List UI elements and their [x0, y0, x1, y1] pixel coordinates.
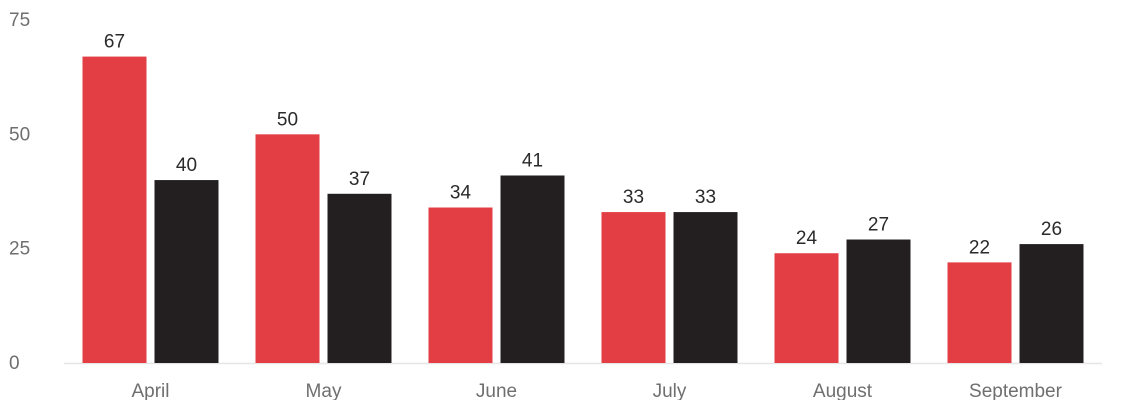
y-tick-label: 75	[9, 10, 30, 31]
bar-series-1-june	[428, 207, 493, 363]
x-tick-label: April	[131, 381, 169, 400]
data-label: 27	[868, 215, 889, 236]
data-label: 33	[623, 187, 644, 208]
bar-series-1-september	[947, 262, 1012, 363]
bar-series-2-september	[1019, 244, 1084, 363]
data-label: 37	[349, 169, 370, 190]
x-tick-label: September	[969, 381, 1063, 400]
y-tick-label: 0	[9, 353, 20, 374]
bar-series-2-april	[154, 180, 219, 363]
data-label: 67	[104, 32, 125, 53]
bar-series-2-june	[500, 175, 565, 363]
data-label: 33	[695, 187, 716, 208]
bar-series-1-april	[82, 56, 147, 363]
data-label: 41	[522, 150, 543, 171]
bars-layer	[82, 56, 1084, 363]
bar-series-1-may	[255, 134, 320, 363]
x-tick-label: July	[653, 381, 687, 400]
x-axis: April May June July August September	[131, 381, 1062, 400]
x-tick-label: June	[476, 381, 517, 400]
data-label: 24	[796, 228, 818, 249]
data-label: 50	[277, 109, 298, 130]
data-label: 34	[450, 183, 472, 204]
bar-series-1-august	[774, 253, 839, 363]
data-label: 40	[176, 155, 197, 176]
value-labels-layer: 67 40 50 37 34 41 33 33 24 27 22 26	[104, 32, 1062, 259]
data-label: 26	[1041, 219, 1062, 240]
y-tick-label: 50	[9, 124, 30, 145]
bar-series-2-july	[673, 212, 738, 363]
y-tick-label: 25	[9, 239, 30, 260]
bar-series-2-august	[846, 239, 911, 363]
bar-series-1-july	[601, 212, 666, 363]
data-label: 22	[969, 237, 990, 258]
y-axis: 0 25 50 75	[9, 10, 30, 374]
bar-series-2-may	[327, 193, 392, 363]
x-tick-label: May	[306, 381, 342, 400]
x-tick-label: August	[813, 381, 873, 400]
